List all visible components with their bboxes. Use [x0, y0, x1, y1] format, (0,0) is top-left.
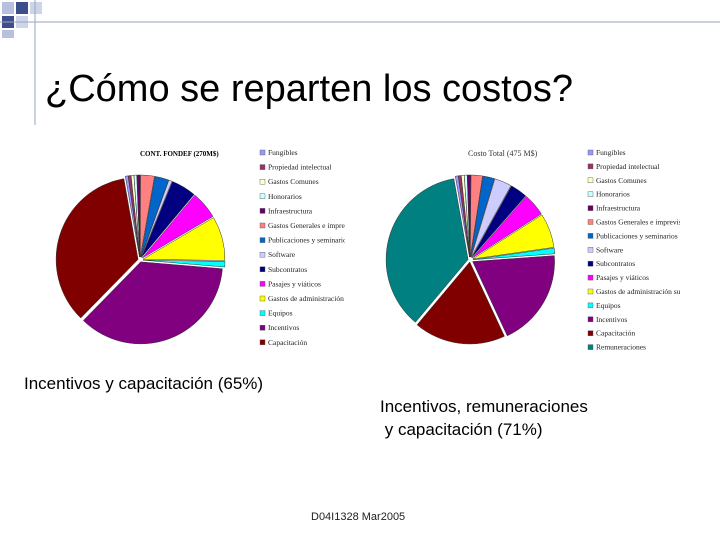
pie-slice — [82, 261, 223, 345]
legend-swatch — [587, 344, 594, 350]
legend-label: Propiedad intelectual — [268, 163, 332, 172]
caption-right-line2: y capacitación (71%) — [380, 420, 543, 439]
legend-label: Infraestructura — [268, 206, 313, 215]
corner-square — [16, 2, 28, 14]
legend-label: Subcontratos — [596, 259, 635, 268]
pie-slice — [140, 174, 155, 258]
legend-label: Software — [268, 250, 296, 259]
legend-label: Gastos Comunes — [596, 176, 647, 185]
corner-square — [2, 30, 14, 38]
pie-slice — [472, 255, 555, 337]
pie-slice — [472, 195, 542, 259]
right-chart-title: Costo Total (475 M$) — [468, 149, 538, 158]
legend-label: Gastos de administración superior — [596, 287, 680, 296]
legend-label: Gastos Generales e imprevistos — [596, 218, 680, 227]
legend-label: Incentivos — [268, 323, 299, 332]
left-pie-chart-image: CONT. FONDEF (270M$) Fungibles Propiedad … — [55, 148, 345, 347]
legend-label: Equipos — [596, 301, 621, 310]
pie-slice — [472, 214, 555, 260]
pie-slice — [469, 174, 483, 258]
legend-label: Capacitación — [268, 338, 307, 347]
legend-swatch — [259, 222, 266, 229]
legend-swatch — [259, 237, 266, 243]
legend-label: Incentivos — [596, 315, 627, 324]
pie-slice — [416, 261, 505, 345]
legend-swatch — [259, 179, 266, 185]
legend-label: Subcontratos — [268, 265, 307, 274]
legend-swatch — [259, 295, 266, 302]
corner-square — [30, 2, 42, 14]
legend-swatch — [587, 247, 594, 253]
caption-right-line1: Incentivos, remuneraciones — [380, 397, 588, 416]
legend-swatch — [587, 288, 594, 295]
right-legend: Fungibles Propiedad intelectual Gastos Com… — [587, 148, 680, 352]
legend-swatch — [259, 193, 266, 199]
slide-footer: D04I1328 Mar2005 — [311, 511, 406, 523]
legend-label: Software — [596, 245, 624, 254]
legend-swatch — [259, 251, 266, 258]
legend-swatch — [587, 316, 594, 323]
pie-slice — [55, 178, 139, 319]
legend-swatch — [259, 281, 266, 287]
left-chart-title: CONT. FONDEF (270M$) — [140, 150, 219, 158]
legend-swatch — [587, 233, 594, 239]
legend-label: Pasajes y viáticos — [596, 273, 649, 282]
caption-left: Incentivos y capacitación (65%) — [24, 374, 264, 393]
legend-label: Infraestructura — [596, 204, 641, 213]
legend-swatch — [259, 324, 266, 331]
legend-swatch — [587, 149, 594, 156]
pie-slice — [142, 194, 214, 259]
legend-swatch — [259, 164, 266, 170]
legend-label: Honorarios — [596, 190, 630, 199]
left-pie — [55, 174, 226, 345]
slide-title: ¿Cómo se reparten los costos? — [45, 68, 574, 110]
pie-slice — [385, 178, 469, 323]
legend-swatch — [259, 310, 266, 316]
legend-label: Gastos de administración superior — [268, 294, 345, 303]
legend-label: Capacitación — [596, 329, 635, 338]
legend-swatch — [259, 266, 266, 273]
legend-label: Fungibles — [268, 148, 298, 157]
pie-slice — [136, 174, 141, 258]
legend-swatch — [587, 205, 594, 211]
legend-label: Remuneraciones — [596, 343, 646, 352]
corner-decoration — [2, 2, 42, 38]
legend-label: Propiedad intelectual — [596, 162, 660, 171]
legend-label: Pasajes y viáticos — [268, 279, 321, 288]
pie-slice — [142, 259, 226, 268]
legend-swatch — [587, 219, 594, 225]
legend-swatch — [587, 177, 594, 183]
pie-slice — [140, 179, 173, 258]
right-pie-chart-image: Costo Total (475 M$) Fungibles Propiedad … — [385, 148, 680, 352]
pie-slice — [472, 247, 556, 260]
left-legend: Fungibles Propiedad intelectual Gastos Com… — [259, 148, 345, 347]
legend-label: Equipos — [268, 309, 293, 318]
legend-swatch — [587, 260, 594, 267]
corner-square — [2, 2, 14, 14]
right-pie — [385, 174, 556, 345]
legend-swatch — [259, 339, 266, 346]
legend-swatch — [587, 302, 594, 309]
legend-label: Fungibles — [596, 148, 626, 157]
corner-square — [2, 16, 14, 28]
legend-swatch — [587, 330, 594, 336]
pie-slice — [141, 181, 195, 258]
legend-label: Publicaciones y seminarios — [596, 231, 678, 240]
legend-swatch — [259, 149, 266, 156]
legend-swatch — [587, 163, 594, 170]
pie-slice — [470, 175, 495, 258]
pie-slice — [471, 185, 527, 258]
legend-label: Gastos Comunes — [268, 177, 319, 186]
legend-swatch — [587, 274, 594, 281]
pie-slice — [470, 178, 512, 258]
legend-label: Gastos Generales e imprevistos — [268, 221, 345, 230]
pie-slice — [467, 174, 472, 258]
corner-square — [16, 16, 28, 28]
legend-label: Publicaciones y seminarios — [268, 236, 345, 245]
pie-slice — [140, 176, 169, 258]
legend-swatch — [259, 208, 266, 214]
legend-label: Honorarios — [268, 192, 302, 201]
pie-slice — [142, 217, 226, 261]
legend-swatch — [587, 191, 594, 197]
